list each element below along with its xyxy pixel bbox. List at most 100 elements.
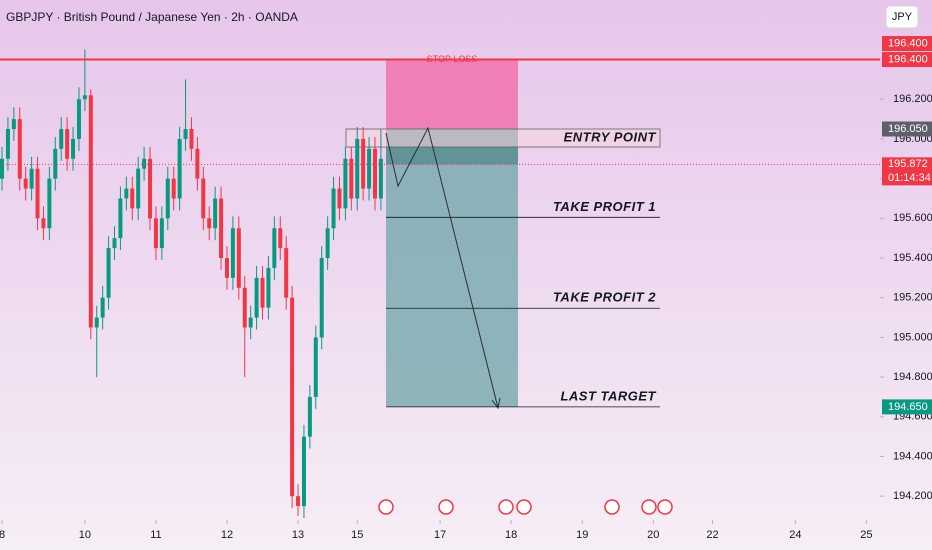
x-tick-label: 10: [79, 529, 91, 541]
stop-zone: [386, 59, 518, 130]
candle-body: [41, 218, 46, 229]
y-tick-label: 195.400: [893, 252, 932, 264]
candle-body: [53, 148, 58, 179]
candle-body: [201, 178, 206, 219]
candle-body: [343, 158, 348, 209]
level-label: ENTRY POINT: [564, 129, 657, 144]
price-badge-label: 194.650: [888, 401, 928, 413]
candle-body: [88, 95, 93, 328]
event-icons: [378, 499, 673, 515]
candle-body: [319, 258, 324, 338]
candle-body: [242, 287, 247, 328]
candle-body: [29, 168, 34, 189]
y-tick-label: 195.200: [893, 292, 932, 304]
price-badge: [882, 157, 932, 186]
candle-body: [224, 258, 229, 278]
plot-area: 194.200194.400194.600194.800195.000195.2…: [0, 49, 932, 541]
candle-body: [11, 119, 16, 130]
event-icon[interactable]: [438, 499, 454, 515]
candle-body: [112, 238, 117, 249]
candle-body: [59, 129, 64, 149]
x-tick-label: 11: [150, 529, 161, 541]
candle-body: [136, 168, 141, 209]
x-tick-label: 24: [789, 529, 801, 541]
candle-body: [337, 188, 342, 209]
candle-body: [213, 198, 218, 229]
countdown: 01:14:34: [888, 172, 931, 184]
candle-body: [266, 267, 271, 308]
candle-body: [313, 337, 318, 397]
x-tick-label: 13: [292, 529, 304, 541]
x-tick-label: 22: [706, 529, 718, 541]
event-icon[interactable]: [657, 499, 673, 515]
candle-body: [301, 436, 306, 507]
candle-body: [254, 277, 259, 318]
candle-body: [236, 228, 241, 288]
event-icon[interactable]: [641, 499, 657, 515]
candle-body: [71, 138, 76, 159]
y-tick-label: 196.200: [893, 93, 932, 105]
currency-button[interactable]: [885, 5, 919, 29]
candle-body: [260, 277, 265, 308]
candle-body: [207, 218, 212, 229]
price-badge-label: 196.050: [888, 123, 928, 135]
target-zone: [386, 129, 518, 407]
candle-body: [372, 148, 377, 199]
price-badge: [882, 121, 932, 137]
x-tick-label: 19: [576, 529, 588, 541]
event-icon[interactable]: [604, 499, 620, 515]
level-label: TAKE PROFIT 1: [553, 199, 656, 214]
projected-path: [385, 126, 499, 409]
y-tick-label: 195.000: [893, 331, 932, 343]
candle-body: [106, 248, 111, 298]
price-badge-label: 196.400: [888, 37, 928, 49]
candle-body: [378, 158, 383, 199]
x-tick-label: 20: [647, 529, 659, 541]
x-tick-label: 12: [221, 529, 233, 541]
y-tick-label: 194.200: [893, 490, 932, 502]
event-icon[interactable]: [516, 499, 532, 515]
price-badge: [882, 36, 932, 52]
currency-label[interactable]: JPY: [892, 11, 913, 23]
price-badge-label: 196.400: [888, 53, 928, 65]
candle-body: [290, 297, 295, 497]
entry-box: [345, 128, 661, 148]
candle-body: [189, 129, 194, 149]
x-tick-label: 8: [0, 529, 5, 541]
candle-body: [367, 148, 372, 189]
candle-body: [272, 228, 277, 268]
candle-body: [100, 297, 105, 318]
candle-body: [47, 178, 52, 229]
candle-body: [331, 188, 336, 229]
candle-body: [65, 129, 70, 159]
event-icon[interactable]: [378, 499, 394, 515]
candle-body: [296, 496, 301, 507]
price-badge-label: 195.872: [888, 158, 928, 170]
event-icon[interactable]: [498, 499, 514, 515]
candle-body: [35, 168, 40, 219]
price-badge: [882, 399, 932, 415]
candle-body: [177, 138, 182, 199]
candle-body: [278, 228, 283, 249]
candle-body: [153, 218, 158, 249]
candle-body: [325, 228, 330, 259]
candle-body: [195, 148, 200, 179]
candle-body: [94, 317, 99, 328]
candle-body: [76, 99, 81, 139]
candle-body: [361, 138, 366, 189]
level-label: TAKE PROFIT 2: [553, 290, 656, 305]
candle-body: [118, 198, 123, 239]
candle-body: [142, 158, 147, 169]
candle-body: [307, 396, 312, 437]
candle-body: [355, 138, 360, 199]
y-tick-label: 194.400: [893, 450, 932, 462]
candle-body: [5, 129, 10, 159]
candle-body: [23, 178, 28, 189]
candle-body: [349, 158, 354, 199]
x-tick-label: 15: [351, 529, 363, 541]
candle-body: [165, 178, 170, 219]
candle-body: [130, 188, 135, 209]
candle-body: [82, 95, 87, 100]
chart-title: GBPJPY · British Pound / Japanese Yen · …: [6, 10, 298, 24]
